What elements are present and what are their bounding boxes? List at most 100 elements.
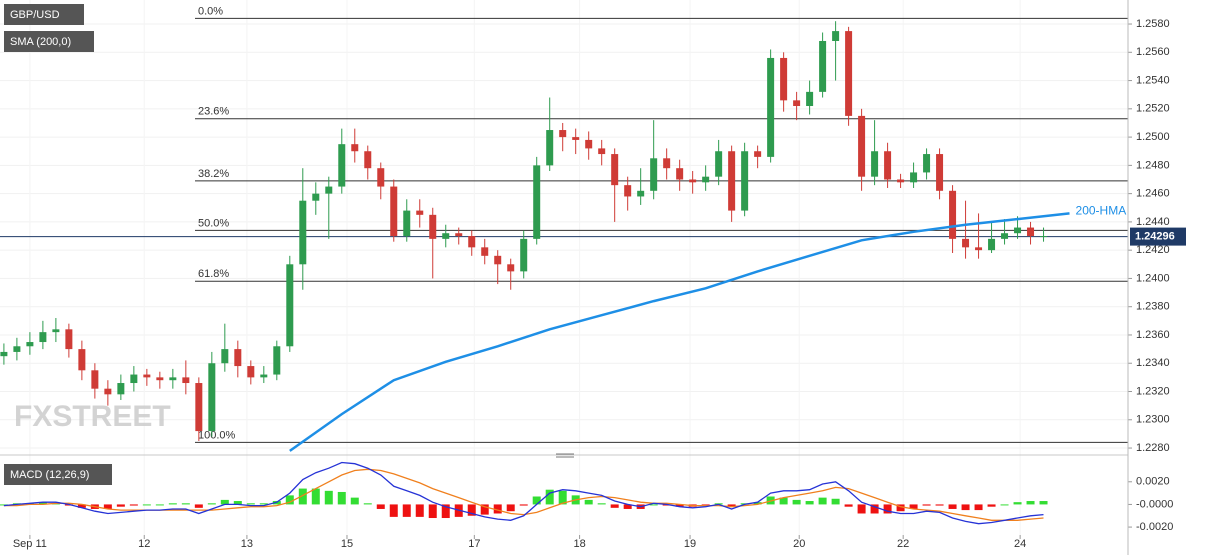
candle-body <box>676 168 684 180</box>
macd-histogram-bar <box>961 504 970 511</box>
symbol-label: GBP/USD <box>10 9 60 21</box>
macd-histogram-bar <box>480 504 489 515</box>
candle-body <box>130 374 138 384</box>
y-tick-label: 1.2340 <box>1136 357 1170 369</box>
candle-body <box>507 264 515 272</box>
candle-body <box>390 186 398 237</box>
fib-label: 50.0% <box>198 217 229 229</box>
y-tick-label: 1.2520 <box>1136 103 1170 115</box>
candle-body <box>871 151 879 177</box>
y-tick-label: -0.0000 <box>1136 498 1173 510</box>
plot-layer: 1.2280 1.2300 1.2320 1.2340 1.2360 1.2380 1.24… <box>0 0 1173 550</box>
y-tick-label: 0.0020 <box>1136 476 1170 488</box>
macd-histogram-bar <box>909 504 918 509</box>
macd-histogram-bar <box>103 504 112 509</box>
indicator-box <box>4 31 94 52</box>
macd-histogram-bar <box>987 504 996 507</box>
macd-histogram-bar <box>415 504 424 517</box>
macd-histogram-bar <box>129 504 138 506</box>
candle-body <box>52 329 60 333</box>
macd-histogram-bar <box>519 504 528 506</box>
fib-label: 61.8% <box>198 268 229 280</box>
candle-body <box>962 238 970 248</box>
macd-histogram-bar <box>142 504 151 506</box>
candle-body <box>338 144 346 187</box>
symbol-box <box>4 4 84 25</box>
macd-histogram-bar <box>350 497 359 505</box>
macd-histogram-bar <box>298 488 307 505</box>
candle-body <box>845 31 853 116</box>
x-tick-label: 22 <box>897 538 909 550</box>
candle-body <box>1001 233 1009 239</box>
x-tick-label: 18 <box>573 538 585 550</box>
candle-body <box>897 179 905 183</box>
candle-body <box>624 185 632 197</box>
candle-body <box>195 383 203 432</box>
macd-histogram-bar <box>792 499 801 505</box>
candle-body <box>1014 227 1022 234</box>
macd-box <box>4 464 112 485</box>
candle-body <box>429 214 437 239</box>
macd-histogram-bar <box>77 504 86 508</box>
candle-body <box>351 144 359 152</box>
y-tick-label: 1.2380 <box>1136 301 1170 313</box>
candle-body <box>468 236 476 248</box>
macd-histogram-bar <box>727 504 736 507</box>
macd-histogram-bar <box>974 504 983 511</box>
macd-histogram-bar <box>831 498 840 505</box>
y-tick-label: 1.2500 <box>1136 131 1170 143</box>
x-tick-label: 17 <box>468 538 480 550</box>
macd-histogram-bar <box>389 504 398 517</box>
macd-histogram-bar <box>207 503 216 505</box>
candle-body <box>585 139 593 149</box>
macd-line <box>3 461 1044 525</box>
candle-body <box>988 238 996 251</box>
x-tick-label: 24 <box>1014 538 1026 550</box>
hma-line <box>289 212 1070 452</box>
macd-histogram-bar <box>922 504 931 506</box>
candle-body <box>793 100 801 107</box>
candle-body <box>247 366 255 378</box>
fib-label: 100.0% <box>198 429 236 441</box>
fib-label: 0.0% <box>198 5 223 17</box>
macd-histogram-bar <box>155 504 164 506</box>
candle-body <box>884 151 892 180</box>
watermark: FXSTREET <box>14 400 171 433</box>
candle-body <box>156 377 164 381</box>
candle-body <box>39 332 47 343</box>
macd-histogram-bar <box>337 491 346 505</box>
candle-body <box>299 200 307 265</box>
macd-label: MACD (12,26,9) <box>10 469 89 481</box>
macd-histogram-bar <box>428 504 437 519</box>
x-tick-label: 19 <box>684 538 696 550</box>
candle-body <box>494 255 502 265</box>
macd-histogram-bar <box>1013 502 1022 505</box>
candle-body <box>663 158 671 169</box>
x-tick-label: 15 <box>341 538 353 550</box>
macd-histogram-bar <box>1026 501 1035 505</box>
candle-body <box>455 233 463 237</box>
macd-histogram-bar <box>844 504 853 507</box>
candle-body <box>689 179 697 183</box>
macd-histogram-bar <box>324 490 333 505</box>
signal-line <box>3 468 1044 521</box>
macd-histogram-bar <box>857 504 866 514</box>
macd-histogram-bar <box>883 504 892 514</box>
candle-body <box>273 346 281 375</box>
candle-body <box>234 349 242 367</box>
macd-histogram-bar <box>805 501 814 505</box>
macd-histogram-bar <box>545 489 554 505</box>
candle-body <box>949 190 957 239</box>
macd-histogram-bar <box>584 499 593 505</box>
macd-histogram-bar <box>753 502 762 505</box>
candle-body <box>286 264 294 347</box>
x-tick-label: 13 <box>241 538 253 550</box>
macd-histogram-bar <box>493 504 502 514</box>
candle-body <box>650 158 658 191</box>
candle-body <box>637 190 645 197</box>
x-tick-label: 12 <box>138 538 150 550</box>
y-tick-label: 1.2440 <box>1136 216 1170 228</box>
y-tick-label: 1.2560 <box>1136 46 1170 58</box>
